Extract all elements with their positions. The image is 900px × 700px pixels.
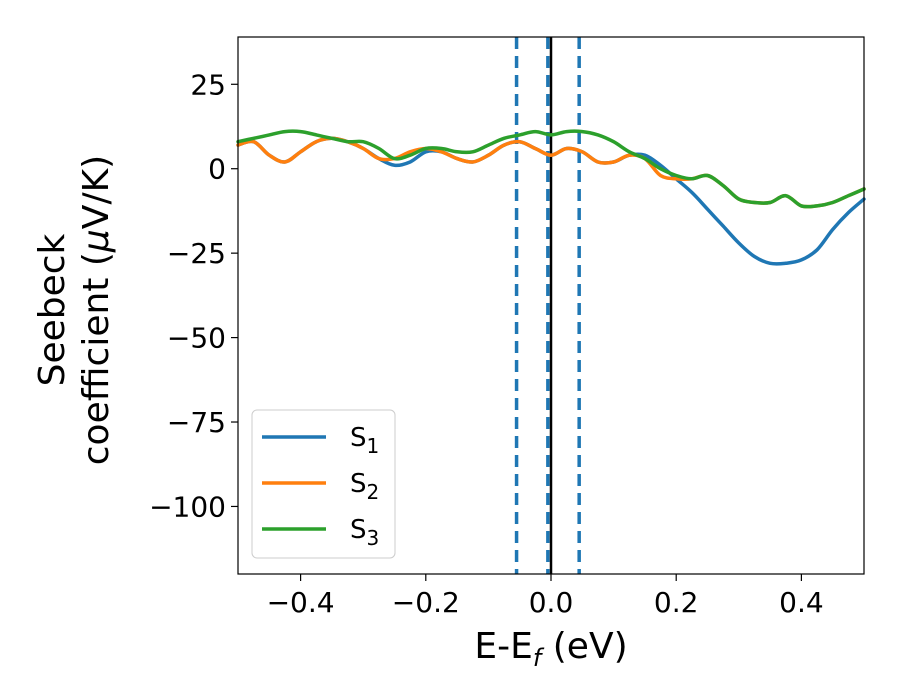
y-tick-label: −25 xyxy=(167,237,226,270)
y-tick-label: 25 xyxy=(190,68,226,101)
y-axis: 25 0 −25 −50 −75 −100 xyxy=(149,68,238,523)
x-tick-label: 0.4 xyxy=(779,586,824,619)
legend: S1 S2 S3 xyxy=(251,409,396,559)
y-axis-title-line1: Seebeck xyxy=(32,233,73,386)
series-lines xyxy=(236,129,866,266)
y-tick-label: −100 xyxy=(149,490,226,523)
x-tick-label: 0.0 xyxy=(529,586,574,619)
x-tick-label: −0.4 xyxy=(267,586,335,619)
series-line-3 xyxy=(236,129,866,209)
legend-label-3: S3 xyxy=(350,515,379,550)
x-tick-label: −0.2 xyxy=(392,586,460,619)
y-tick-label: 0 xyxy=(208,153,226,186)
y-tick-label: −75 xyxy=(167,406,226,439)
legend-label-2: S2 xyxy=(350,469,379,504)
reference-lines xyxy=(514,37,581,574)
x-axis-title: E-Ef (eV) xyxy=(474,626,627,672)
legend-label-1: S1 xyxy=(350,423,379,458)
y-tick-label: −50 xyxy=(167,322,226,355)
x-axis: −0.4 −0.2 0.0 0.2 0.4 xyxy=(267,574,824,619)
y-axis-title: Seebeck coefficient (μV/K) xyxy=(32,155,117,465)
x-tick-label: 0.2 xyxy=(654,586,699,619)
y-axis-title-line2: coefficient (μV/K) xyxy=(76,155,117,465)
